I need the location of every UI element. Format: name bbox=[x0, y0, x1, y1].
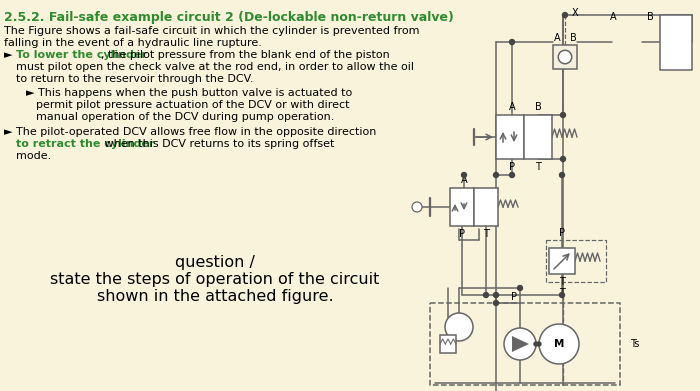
Circle shape bbox=[539, 324, 579, 364]
Bar bbox=[440, 335, 456, 353]
Circle shape bbox=[559, 292, 564, 298]
Text: P: P bbox=[509, 162, 515, 172]
Text: A: A bbox=[554, 33, 560, 43]
Text: To lower the cylinder: To lower the cylinder bbox=[16, 50, 147, 60]
Text: B: B bbox=[647, 12, 653, 22]
Circle shape bbox=[494, 301, 498, 305]
Circle shape bbox=[559, 172, 564, 178]
Text: must pilot open the check valve at the rod end, in order to allow the oil: must pilot open the check valve at the r… bbox=[16, 62, 414, 72]
Polygon shape bbox=[512, 336, 529, 352]
Text: T: T bbox=[483, 229, 489, 239]
Bar bbox=[430, 303, 620, 385]
Circle shape bbox=[412, 202, 422, 212]
Text: shown in the attached figure.: shown in the attached figure. bbox=[97, 289, 333, 304]
Bar bbox=[660, 15, 692, 70]
Text: A: A bbox=[509, 102, 515, 112]
Text: The Figure shows a fail-safe circuit in which the cylinder is prevented from: The Figure shows a fail-safe circuit in … bbox=[4, 26, 419, 36]
Text: T: T bbox=[559, 277, 565, 287]
Circle shape bbox=[484, 292, 489, 298]
Text: A: A bbox=[461, 175, 468, 185]
Text: P: P bbox=[511, 292, 517, 302]
Bar bbox=[474, 188, 498, 226]
Text: B: B bbox=[535, 102, 541, 112]
Bar bbox=[496, 115, 524, 159]
Text: ►: ► bbox=[4, 50, 16, 60]
Text: ► The pilot-operated DCV allows free flow in the opposite direction: ► The pilot-operated DCV allows free flo… bbox=[4, 127, 377, 137]
Text: B: B bbox=[570, 33, 576, 43]
Bar bbox=[549, 248, 575, 274]
Circle shape bbox=[494, 292, 498, 298]
Bar bbox=[553, 45, 577, 69]
Circle shape bbox=[559, 50, 572, 64]
Text: Ts: Ts bbox=[630, 339, 640, 349]
Text: question /: question / bbox=[175, 255, 255, 270]
Text: falling in the event of a hydraulic line rupture.: falling in the event of a hydraulic line… bbox=[4, 38, 262, 48]
Text: when this DCV returns to its spring offset: when this DCV returns to its spring offs… bbox=[101, 139, 335, 149]
Text: P: P bbox=[559, 228, 565, 238]
Text: X: X bbox=[572, 8, 578, 18]
Text: to retract the cylinder: to retract the cylinder bbox=[16, 139, 155, 149]
Text: ► This happens when the push button valve is actuated to: ► This happens when the push button valv… bbox=[26, 88, 352, 98]
Circle shape bbox=[504, 328, 536, 360]
Bar bbox=[546, 240, 606, 282]
Circle shape bbox=[534, 342, 538, 346]
Bar bbox=[450, 188, 474, 226]
Text: permit pilot pressure actuation of the DCV or with direct: permit pilot pressure actuation of the D… bbox=[36, 100, 349, 110]
Text: 2.5.2. Fail-safe example circuit 2 (De-lockable non-return valve): 2.5.2. Fail-safe example circuit 2 (De-l… bbox=[4, 11, 454, 24]
Circle shape bbox=[561, 156, 566, 161]
Bar bbox=[524, 115, 552, 159]
Text: to return to the reservoir through the DCV.: to return to the reservoir through the D… bbox=[16, 74, 253, 84]
Text: T: T bbox=[535, 162, 541, 172]
Text: T: T bbox=[559, 288, 565, 298]
Circle shape bbox=[563, 13, 568, 18]
Circle shape bbox=[461, 172, 466, 178]
Circle shape bbox=[445, 313, 473, 341]
Text: manual operation of the DCV during pump operation.: manual operation of the DCV during pump … bbox=[36, 112, 335, 122]
Circle shape bbox=[510, 172, 514, 178]
Text: , the pilot pressure from the blank end of the piston: , the pilot pressure from the blank end … bbox=[101, 50, 390, 60]
Text: M: M bbox=[554, 339, 564, 349]
Text: mode.: mode. bbox=[16, 151, 51, 161]
Text: A: A bbox=[610, 12, 616, 22]
Circle shape bbox=[537, 342, 541, 346]
Circle shape bbox=[517, 285, 522, 291]
Text: state the steps of operation of the circuit: state the steps of operation of the circ… bbox=[50, 272, 379, 287]
Circle shape bbox=[494, 172, 498, 178]
Circle shape bbox=[510, 39, 514, 45]
Text: P: P bbox=[459, 229, 465, 239]
Circle shape bbox=[561, 113, 566, 118]
